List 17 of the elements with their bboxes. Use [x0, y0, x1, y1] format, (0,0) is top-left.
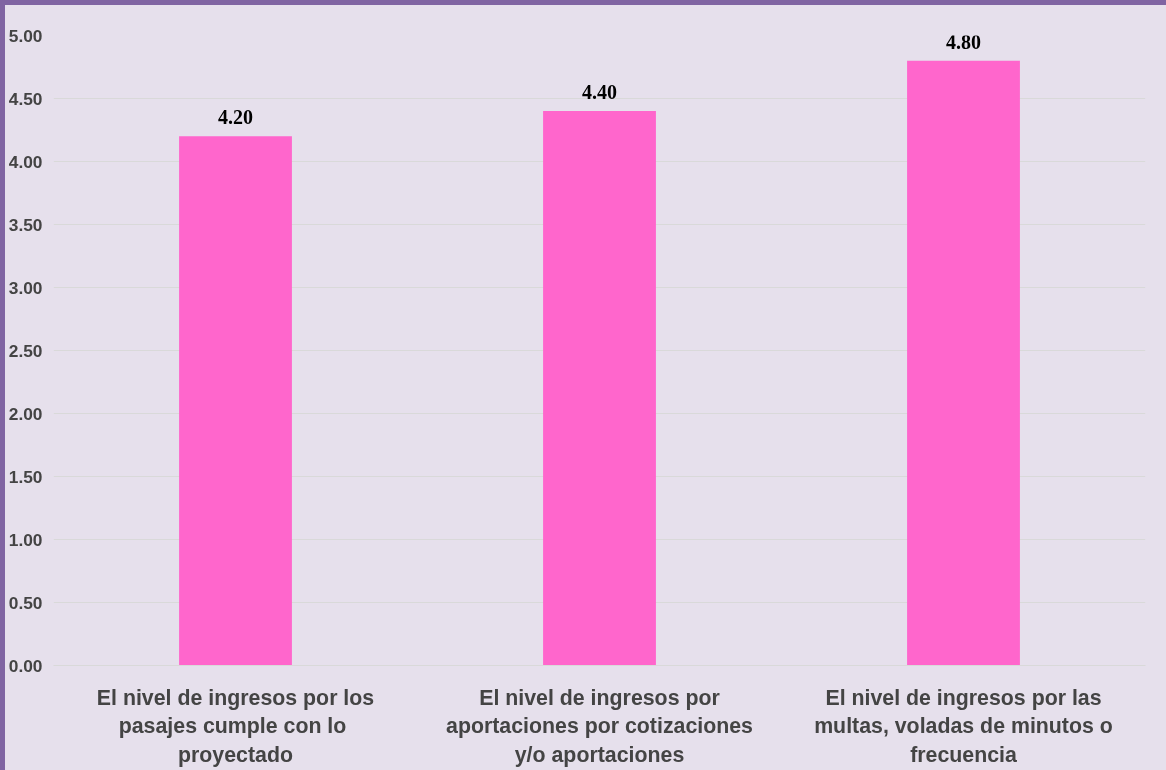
x-tick-label: El nivel de ingresos por las multas, voladas de minutos o frecuencia — [814, 685, 1113, 768]
x-tick-label: El nivel de ingresos por aportaciones por cotizaciones y/o aportaciones — [446, 685, 753, 768]
y-tick-label: 0.50 — [8, 592, 43, 613]
y-tick-label: 0.00 — [8, 655, 43, 676]
y-tick-label: 4.50 — [8, 88, 43, 109]
y-tick-label: 5.00 — [8, 25, 43, 46]
y-tick-label: 3.00 — [8, 277, 43, 298]
y-tick-label: 4.00 — [8, 151, 43, 172]
y-tick-label: 2.00 — [8, 403, 43, 424]
data-label: 4.40 — [582, 81, 617, 104]
y-tick-label: 1.50 — [8, 466, 43, 487]
y-tick-label: 2.50 — [8, 340, 43, 361]
data-label: 4.80 — [946, 30, 981, 53]
data-label: 4.20 — [218, 106, 253, 129]
y-tick-label: 3.50 — [8, 214, 43, 235]
x-tick-label: El nivel de ingresos por los pasajes cumple con lo proyectado — [96, 685, 375, 768]
y-tick-label: 1.00 — [8, 529, 43, 550]
